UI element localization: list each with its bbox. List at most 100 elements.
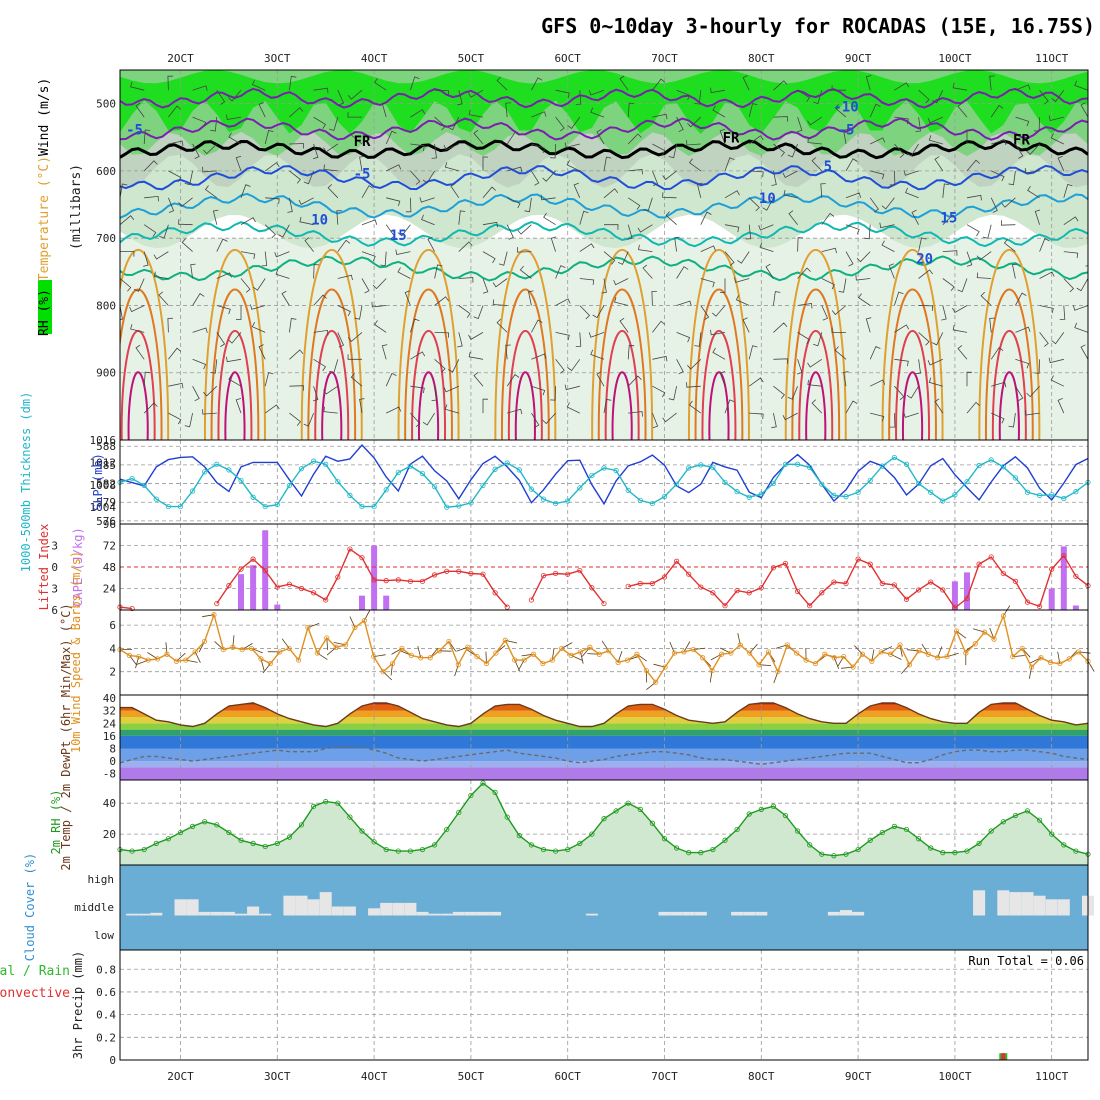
- cape-tick-label: 96: [103, 518, 116, 531]
- contour-label: 15: [390, 228, 407, 244]
- warm-contour: [805, 371, 827, 440]
- lifted-index-point: [819, 590, 825, 596]
- wind10m-point: [201, 638, 208, 645]
- warm-contour: [604, 329, 640, 440]
- contour-label: 5: [824, 159, 832, 175]
- pressure-tick-label: 700: [96, 232, 116, 245]
- cape-bar: [1060, 546, 1067, 610]
- thickness-point: [673, 481, 680, 487]
- thickness-point: [347, 492, 353, 498]
- wind10m-point: [502, 637, 508, 643]
- wind10m-point: [803, 657, 809, 663]
- wind10m-point: [314, 650, 320, 656]
- wind10m-point: [925, 651, 931, 657]
- slp-ylabel: SLP (mb): [91, 453, 105, 511]
- lifted-index-point: [310, 590, 317, 596]
- precip-tick-label: 0.2: [96, 1031, 116, 1044]
- wind-ylabel: Wind (m/s): [37, 78, 52, 156]
- lifted-index-point: [855, 556, 861, 562]
- lifted-index-point: [710, 590, 716, 596]
- date-tick-bottom: 3OCT: [264, 1070, 291, 1083]
- axis-tick-label: 6: [109, 619, 116, 632]
- cloud-bar: [827, 911, 840, 916]
- sounding-ylabel: RH (%) Temperature (°C)Wind (m/s): [37, 78, 52, 336]
- thickness-point: [383, 487, 389, 493]
- cloud-bar: [138, 913, 151, 916]
- thickness-point: [528, 486, 535, 492]
- thickness-point: [903, 461, 910, 467]
- rh2m-point: [746, 811, 752, 817]
- rh2m-point: [286, 834, 292, 840]
- thickness-point: [153, 496, 159, 502]
- thickness-point: [867, 477, 873, 484]
- lifted-index-point: [492, 590, 498, 596]
- temp-tick-label: 8: [109, 743, 116, 756]
- cloud-bar: [428, 913, 441, 916]
- isotherm-5: [120, 164, 1088, 191]
- date-tick-top: 3OCT: [264, 52, 291, 65]
- lifted-index-point: [335, 574, 341, 580]
- warm-contour: [314, 329, 350, 440]
- pressure-tick-label: 500: [96, 98, 116, 111]
- wind10m-point: [399, 645, 405, 652]
- warm-contour: [895, 329, 931, 440]
- axis-tick-label: 588: [96, 440, 116, 453]
- date-tick-bottom: 10OCT: [938, 1070, 971, 1083]
- thickness-point: [734, 489, 740, 495]
- cloud-bar: [174, 899, 187, 916]
- rh2m-point: [601, 816, 607, 822]
- lifted-index-point: [964, 595, 970, 602]
- wind10m-point: [549, 657, 555, 663]
- lifted-index-point: [770, 565, 777, 571]
- rh2m-point: [589, 831, 595, 837]
- rh2m-point: [915, 836, 922, 842]
- rh2m-point: [431, 842, 438, 848]
- wind10m-point: [953, 628, 960, 634]
- cloud-bar: [1057, 899, 1070, 916]
- rh2m-point: [226, 829, 232, 836]
- wind10m-point: [277, 649, 283, 655]
- cloud-bar: [186, 899, 199, 916]
- lifted-index-point: [1000, 570, 1006, 577]
- rh-shade-dark: [120, 70, 1088, 134]
- rh2m-point: [504, 814, 510, 820]
- cloud-bar: [126, 913, 139, 916]
- cloud-bar: [840, 910, 852, 916]
- cloud-level-label: middle: [74, 901, 114, 914]
- thickness-point: [722, 479, 728, 485]
- rh2m-point: [165, 836, 171, 842]
- cape-bar: [274, 604, 281, 610]
- axis-tick-label: 20: [103, 828, 116, 841]
- rh2m-point: [637, 806, 643, 812]
- axis-tick-label: 585: [96, 459, 116, 472]
- rh2m-line: [119, 782, 1089, 857]
- lifted-index-point: [1024, 599, 1031, 605]
- thickness-point: [298, 466, 305, 472]
- lifted-index-point: [698, 584, 704, 590]
- wind10m-point: [577, 649, 584, 655]
- warm-contour: [404, 288, 453, 440]
- lifted-index-point: [238, 566, 244, 572]
- wind10m-point: [916, 648, 922, 654]
- wind10m-point: [389, 660, 396, 667]
- rh2m-point: [807, 842, 813, 848]
- wind10m-point: [380, 669, 386, 675]
- lifted-index-line: [119, 548, 1089, 610]
- wind10m-point: [906, 662, 913, 668]
- rh2m-point: [782, 812, 789, 819]
- cloud-panel-bg: [120, 865, 1088, 950]
- thickness-point: [516, 467, 522, 473]
- rh2m-point: [468, 792, 474, 799]
- temp-color-band: [120, 710, 1088, 718]
- contour-label: -10: [833, 100, 858, 116]
- cloud-bar: [973, 890, 986, 916]
- rh2m-point: [976, 840, 982, 846]
- cape-bar: [359, 595, 365, 610]
- wind10m-point: [784, 642, 790, 648]
- lifted-index-point: [976, 561, 982, 567]
- wind10m-point: [991, 636, 997, 642]
- cloud-bar: [368, 908, 381, 916]
- isotherm-minus5: [120, 117, 1088, 141]
- panel-frame: [119, 439, 1089, 525]
- warm-contour: [120, 248, 170, 440]
